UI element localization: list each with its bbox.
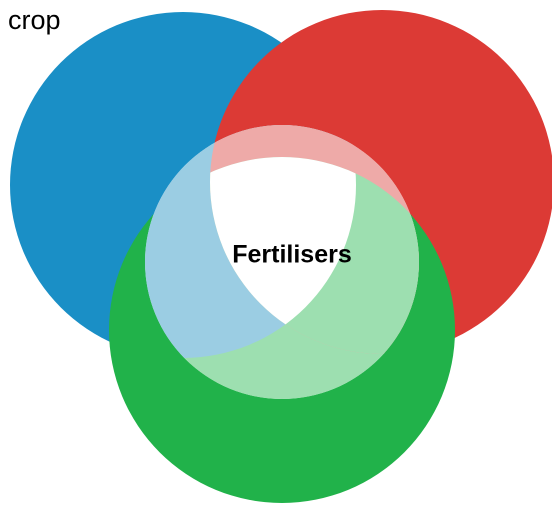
center-white [210,157,356,354]
inner-overlap [145,125,419,399]
center-label: Fertilisers [232,241,352,269]
corner-label: crop [8,5,61,35]
